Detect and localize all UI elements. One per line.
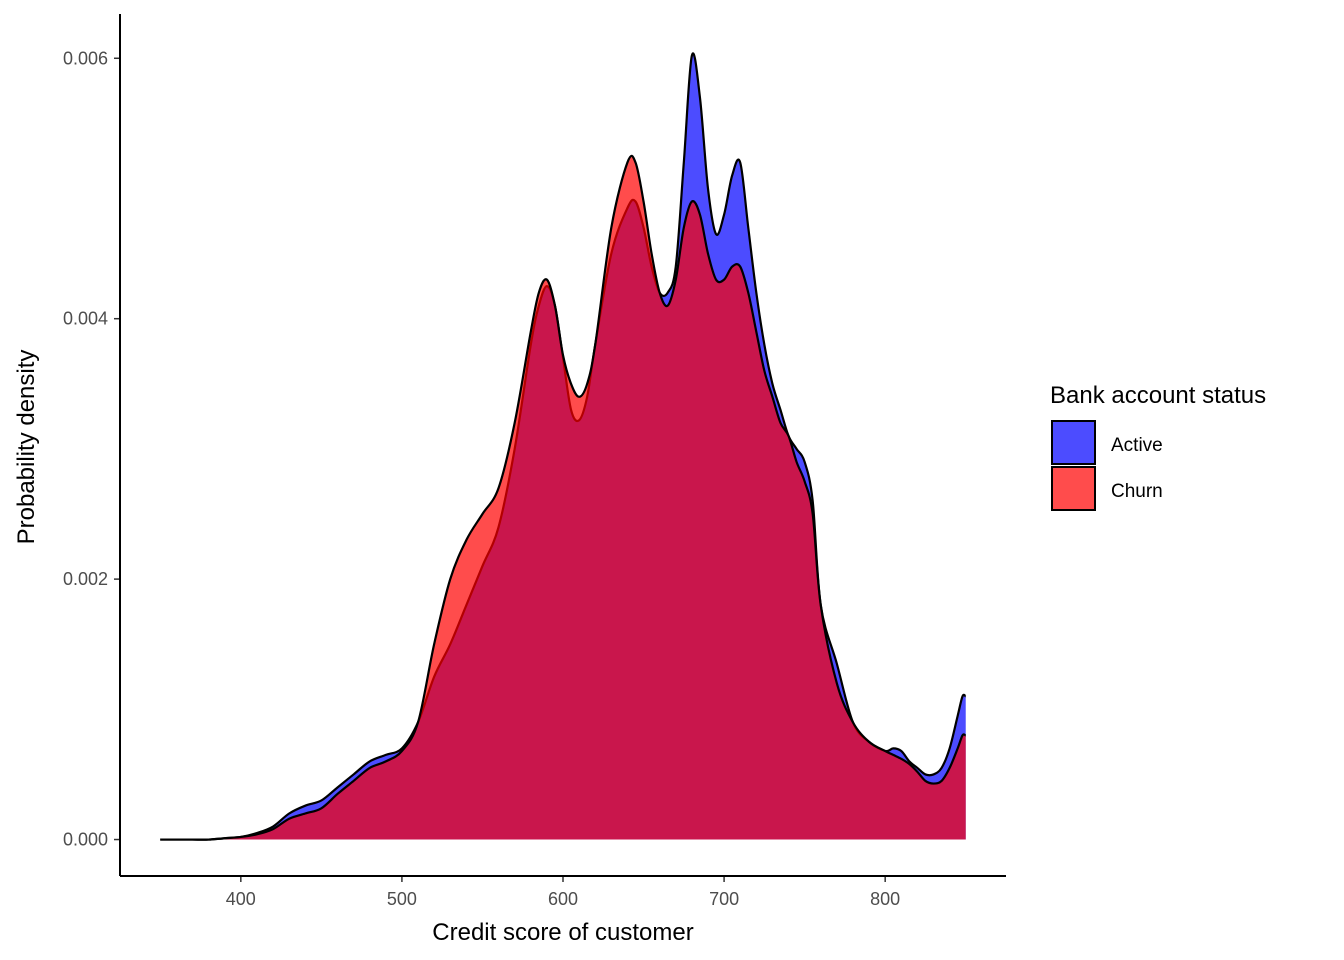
x-tick-label: 500 xyxy=(387,889,417,909)
legend-key-churn xyxy=(1051,466,1096,511)
density-outline-churn xyxy=(160,154,967,841)
x-tick-label: 600 xyxy=(548,889,578,909)
legend-label-active: Active xyxy=(1111,435,1163,456)
y-axis-title: Probability density xyxy=(13,350,40,545)
plot-series xyxy=(160,52,967,841)
legend: Bank account status Active Churn xyxy=(1050,382,1266,511)
x-tick-label: 800 xyxy=(870,889,900,909)
y-tick-label: 0.004 xyxy=(63,309,108,329)
x-tick-label: 400 xyxy=(226,889,256,909)
legend-key-active xyxy=(1051,420,1096,465)
x-tick-label: 700 xyxy=(709,889,739,909)
legend-label-churn: Churn xyxy=(1111,481,1163,502)
y-axis-ticks: 0.000 0.002 0.004 0.006 xyxy=(63,48,120,850)
y-tick-label: 0.000 xyxy=(63,830,108,850)
y-tick-label: 0.006 xyxy=(63,48,108,68)
y-tick-label: 0.002 xyxy=(63,569,108,589)
density-area-churn xyxy=(160,155,966,840)
legend-title: Bank account status xyxy=(1050,382,1266,409)
x-axis-title: Credit score of customer xyxy=(432,919,693,946)
legend-items: Active Churn xyxy=(1051,420,1163,511)
x-axis-ticks: 400 500 600 700 800 xyxy=(226,876,900,909)
